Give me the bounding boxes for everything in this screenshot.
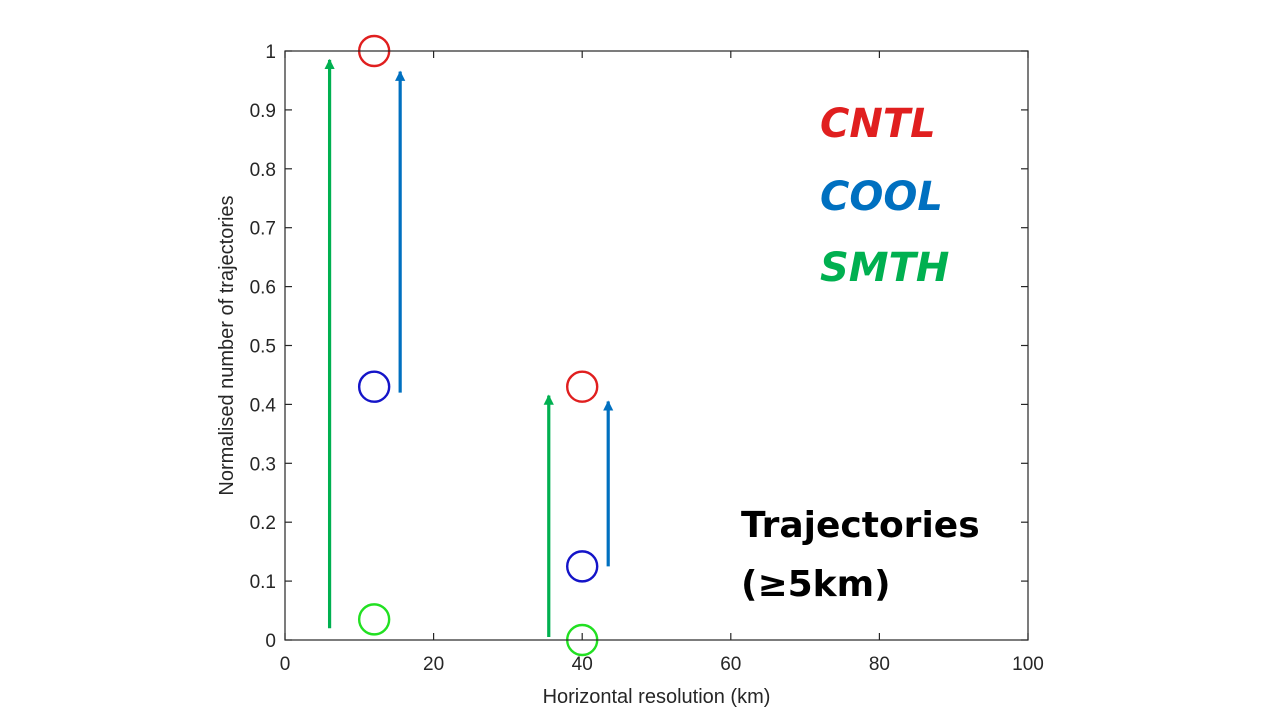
marker-cool	[566, 550, 599, 583]
y-tick-label: 0.3	[250, 454, 276, 475]
x-tick-label: 60	[720, 654, 741, 675]
y-tick-label: 0.9	[250, 101, 276, 122]
marker-smth	[357, 603, 391, 636]
y-tick-label: 0	[265, 631, 276, 652]
x-axis-label: Horizontal resolution (km)	[543, 686, 771, 708]
y-tick-label: 0.2	[250, 513, 276, 534]
y-tick-label: 0.6	[250, 278, 276, 299]
y-axis-label: Normalised number of trajectories	[216, 195, 238, 495]
plot-frame	[284, 50, 1029, 641]
annotation-line-1: Trajectories	[741, 505, 980, 546]
y-tick-label: 0.4	[250, 395, 277, 416]
x-tick-label: 0	[280, 654, 291, 675]
x-tick-label: 80	[869, 654, 890, 675]
marker-cntl	[566, 370, 599, 403]
x-tick-label: 20	[423, 654, 444, 675]
y-tick-label: 0.5	[250, 337, 276, 358]
marker-cool	[357, 370, 391, 403]
legend-entry-smth: SMTH	[820, 245, 949, 291]
y-tick-label: 0.8	[250, 160, 276, 181]
x-tick-label: 100	[1012, 654, 1044, 675]
annotation-line-2: (≥5km)	[741, 564, 891, 605]
y-tick-label: 0.1	[250, 572, 276, 593]
y-tick-label: 1	[265, 42, 276, 63]
x-tick-labels: 0 20 40 60 80 100	[280, 654, 1044, 675]
legend-entry-cool: COOL	[820, 174, 943, 220]
arrows	[324, 58, 614, 638]
y-tick-labels: 0 0.1 0.2 0.3 0.4 0.5 0.6 0.7 0.8 0.9 1	[250, 42, 277, 652]
plot-area	[285, 51, 1028, 640]
legend: CNTL COOL SMTH	[820, 101, 949, 291]
legend-entry-cntl: CNTL	[820, 101, 936, 147]
y-tick-label: 0.7	[250, 219, 276, 240]
x-tick-label: 40	[572, 654, 593, 675]
